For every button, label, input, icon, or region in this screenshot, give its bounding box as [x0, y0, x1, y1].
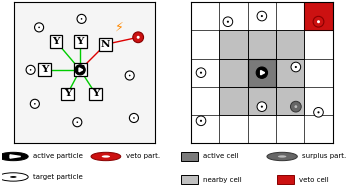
Text: active cell: active cell [203, 154, 238, 159]
Bar [50, 35, 62, 48]
Circle shape [278, 155, 286, 158]
Circle shape [0, 152, 28, 161]
Circle shape [313, 16, 324, 27]
Circle shape [227, 21, 229, 23]
Circle shape [73, 118, 82, 127]
Polygon shape [261, 70, 265, 75]
Text: Y: Y [92, 89, 100, 98]
Text: ⚡: ⚡ [116, 21, 124, 34]
Circle shape [102, 155, 110, 158]
Circle shape [30, 69, 31, 71]
Circle shape [261, 106, 263, 108]
Bar [181, 152, 198, 161]
Circle shape [129, 75, 130, 76]
Bar [248, 87, 276, 115]
Bar [61, 88, 74, 100]
Circle shape [261, 15, 263, 17]
Circle shape [317, 111, 319, 113]
Circle shape [77, 14, 86, 23]
Text: surplus part.: surplus part. [302, 154, 347, 159]
Circle shape [256, 67, 268, 78]
Circle shape [291, 101, 301, 112]
Text: veto cell: veto cell [299, 177, 329, 183]
Bar [89, 88, 102, 100]
Circle shape [129, 113, 139, 123]
Polygon shape [10, 155, 21, 158]
Circle shape [317, 20, 320, 23]
Text: veto part.: veto part. [126, 154, 160, 159]
Text: Y: Y [77, 37, 84, 46]
Text: active particle: active particle [33, 154, 83, 159]
Circle shape [133, 117, 135, 119]
Circle shape [125, 71, 134, 80]
Circle shape [291, 62, 301, 72]
Circle shape [38, 27, 40, 28]
Circle shape [34, 23, 44, 32]
Bar [219, 30, 248, 59]
Circle shape [81, 18, 82, 20]
Circle shape [223, 17, 233, 27]
Bar [219, 87, 248, 115]
Circle shape [77, 121, 78, 123]
Bar [248, 59, 276, 87]
Bar [304, 2, 333, 30]
Bar [74, 35, 87, 48]
Circle shape [75, 65, 85, 75]
Circle shape [200, 72, 202, 74]
Text: Y: Y [77, 65, 84, 74]
Text: N: N [101, 40, 110, 49]
Bar [99, 38, 112, 51]
Circle shape [196, 68, 206, 78]
Text: nearby cell: nearby cell [203, 177, 242, 183]
Bar [276, 30, 304, 59]
Text: Y: Y [53, 37, 60, 46]
Bar [38, 63, 51, 76]
Text: target particle: target particle [33, 174, 83, 180]
Circle shape [133, 32, 144, 43]
Circle shape [196, 116, 206, 126]
Bar [181, 175, 198, 184]
Bar [74, 63, 87, 76]
Circle shape [267, 152, 297, 161]
Circle shape [0, 173, 28, 181]
Circle shape [10, 176, 17, 178]
Circle shape [257, 102, 267, 112]
Circle shape [295, 66, 297, 68]
Circle shape [91, 152, 121, 161]
Circle shape [34, 103, 35, 105]
Circle shape [26, 65, 35, 74]
Circle shape [200, 120, 202, 122]
Bar [248, 30, 276, 59]
Bar [276, 59, 304, 87]
Circle shape [294, 105, 297, 108]
Bar [276, 87, 304, 115]
Circle shape [257, 11, 267, 21]
Circle shape [137, 36, 140, 39]
Bar [219, 59, 248, 87]
Circle shape [30, 99, 39, 108]
Circle shape [314, 108, 323, 117]
Polygon shape [79, 68, 83, 72]
Bar [277, 175, 294, 184]
Text: Y: Y [41, 65, 48, 74]
Text: Y: Y [64, 89, 71, 98]
